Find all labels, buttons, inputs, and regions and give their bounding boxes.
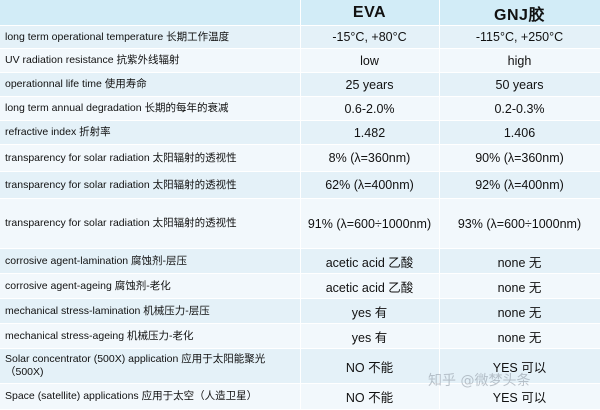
gnj-value: YES 可以 <box>439 348 600 384</box>
gnj-value: 0.2-0.3% <box>439 96 600 121</box>
gnj-value: YES 可以 <box>439 383 600 410</box>
eva-value: NO 不能 <box>300 383 440 410</box>
row-label: corrosive agent-lamination 腐蚀剂-层压 <box>0 248 301 274</box>
gnj-value: none 无 <box>439 323 600 349</box>
eva-value: 1.482 <box>300 120 440 145</box>
eva-value: 91% (λ=600÷1000nm) <box>300 198 440 249</box>
table-row: Space (satellite) applications 应用于太空（人造卫… <box>0 383 600 410</box>
eva-value: 62% (λ=400nm) <box>300 171 440 199</box>
gnj-value: none 无 <box>439 273 600 299</box>
header-gnj: GNJ胶 <box>439 0 600 26</box>
eva-value: yes 有 <box>300 323 440 349</box>
table-row: transparency for solar radiation 太阳辐射的透视… <box>0 144 600 172</box>
row-label: mechanical stress-ageing 机械压力-老化 <box>0 323 301 349</box>
row-label: Solar concentrator (500X) application 应用… <box>0 348 301 384</box>
table-row: UV radiation resistance 抗紫外线辐射 low high <box>0 48 600 73</box>
eva-value: -15°C, +80°C <box>300 25 440 49</box>
gnj-value: 50 years <box>439 72 600 97</box>
row-label: long term annual degradation 长期的每年的衰减 <box>0 96 301 121</box>
table-row: refractive index 折射率 1.482 1.406 <box>0 120 600 145</box>
eva-value: low <box>300 48 440 73</box>
row-label: transparency for solar radiation 太阳辐射的透视… <box>0 198 301 249</box>
gnj-value: none 无 <box>439 298 600 324</box>
table-row: mechanical stress-ageing 机械压力-老化 yes 有 n… <box>0 323 600 349</box>
gnj-value: -115°C, +250°C <box>439 25 600 49</box>
table-row: corrosive agent-lamination 腐蚀剂-层压 acetic… <box>0 248 600 274</box>
row-label: mechanical stress-lamination 机械压力-层压 <box>0 298 301 324</box>
eva-value: yes 有 <box>300 298 440 324</box>
row-label: Space (satellite) applications 应用于太空（人造卫… <box>0 383 301 410</box>
eva-value: acetic acid 乙酸 <box>300 248 440 274</box>
row-label: UV radiation resistance 抗紫外线辐射 <box>0 48 301 73</box>
table-row: long term operational temperature 长期工作温度… <box>0 25 600 49</box>
eva-value: NO 不能 <box>300 348 440 384</box>
eva-value: 25 years <box>300 72 440 97</box>
eva-value: acetic acid 乙酸 <box>300 273 440 299</box>
gnj-value: 1.406 <box>439 120 600 145</box>
table-row: transparency for solar radiation 太阳辐射的透视… <box>0 171 600 199</box>
gnj-value: high <box>439 48 600 73</box>
row-label: long term operational temperature 长期工作温度 <box>0 25 301 49</box>
row-label: corrosive agent-ageing 腐蚀剂-老化 <box>0 273 301 299</box>
table-row: mechanical stress-lamination 机械压力-层压 yes… <box>0 298 600 324</box>
gnj-value: 93% (λ=600÷1000nm) <box>439 198 600 249</box>
table-row: corrosive agent-ageing 腐蚀剂-老化 acetic aci… <box>0 273 600 299</box>
gnj-value: none 无 <box>439 248 600 274</box>
gnj-value: 90% (λ=360nm) <box>439 144 600 172</box>
header-eva: EVA <box>300 0 440 26</box>
row-label: refractive index 折射率 <box>0 120 301 145</box>
row-label: transparency for solar radiation 太阳辐射的透视… <box>0 144 301 172</box>
header-blank-cell <box>0 0 301 26</box>
header-row: EVA GNJ胶 <box>0 0 600 26</box>
gnj-value: 92% (λ=400nm) <box>439 171 600 199</box>
row-label: transparency for solar radiation 太阳辐射的透视… <box>0 171 301 199</box>
table-row: operationnal life time 使用寿命 25 years 50 … <box>0 72 600 97</box>
row-label: operationnal life time 使用寿命 <box>0 72 301 97</box>
table-row: long term annual degradation 长期的每年的衰减 0.… <box>0 96 600 121</box>
eva-value: 0.6-2.0% <box>300 96 440 121</box>
table-row: Solar concentrator (500X) application 应用… <box>0 348 600 384</box>
table-row: transparency for solar radiation 太阳辐射的透视… <box>0 198 600 249</box>
eva-value: 8% (λ=360nm) <box>300 144 440 172</box>
